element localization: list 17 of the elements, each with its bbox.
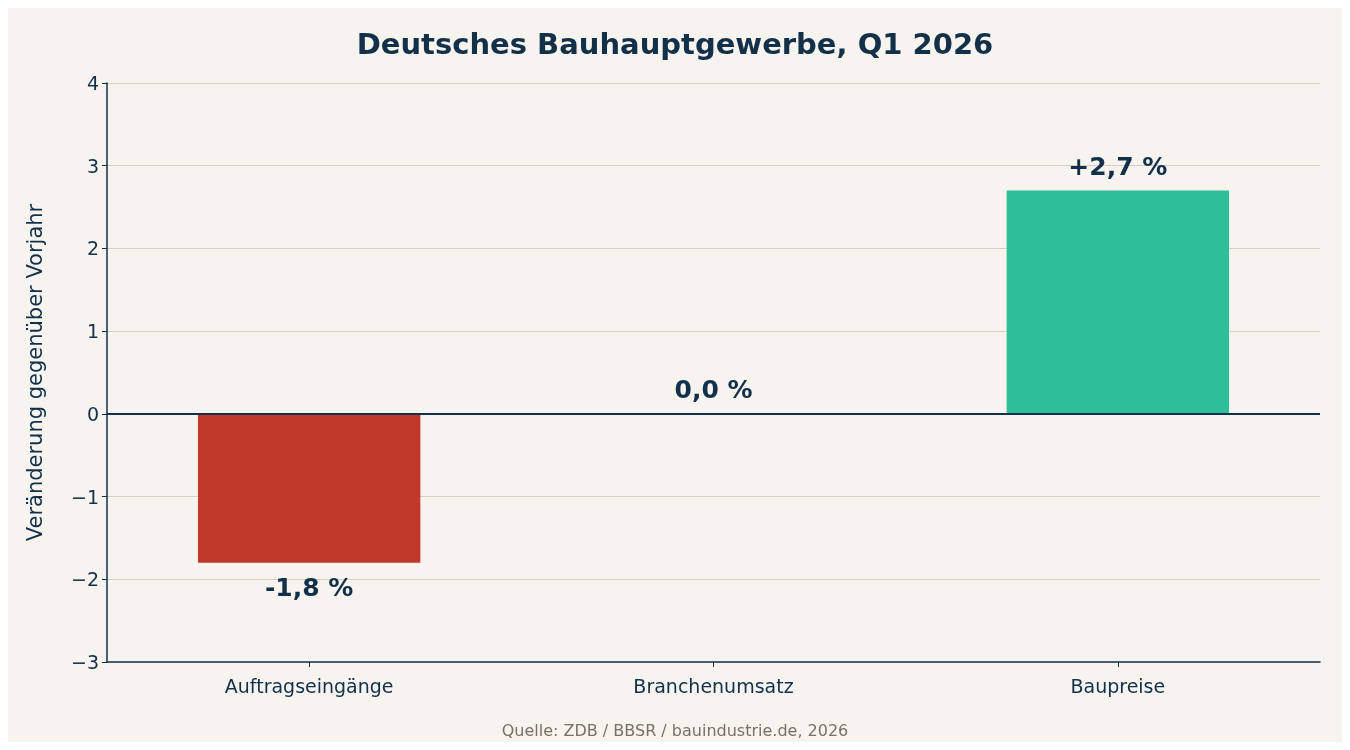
x-tick-label: Baupreise <box>1070 674 1166 697</box>
data-label: -1,8 % <box>264 572 354 602</box>
y-tick-label: 4 <box>86 72 99 94</box>
source-note: Quelle: ZDB / BBSR / bauindustrie.de, 2026 <box>501 720 849 740</box>
y-tick-label: 2 <box>86 237 99 260</box>
x-tick-label: Auftragseingänge <box>224 674 394 697</box>
y-tick-label: −2 <box>70 568 99 591</box>
data-label: 0,0 % <box>674 374 753 404</box>
y-tick-label: −1 <box>70 485 99 508</box>
x-tick-label: Branchenumsatz <box>633 674 794 697</box>
y-axis-title: Veränderung gegenüber Vorjahr <box>22 203 47 542</box>
y-tick-label: 0 <box>86 402 99 425</box>
chart-title: Deutsches Bauhauptgewerbe, Q1 2026 <box>356 26 994 61</box>
y-tick-label: −3 <box>70 651 99 673</box>
y-tick-label: 1 <box>86 320 99 343</box>
y-tick-label: 3 <box>86 154 99 177</box>
data-label: +2,7 % <box>1068 151 1168 181</box>
